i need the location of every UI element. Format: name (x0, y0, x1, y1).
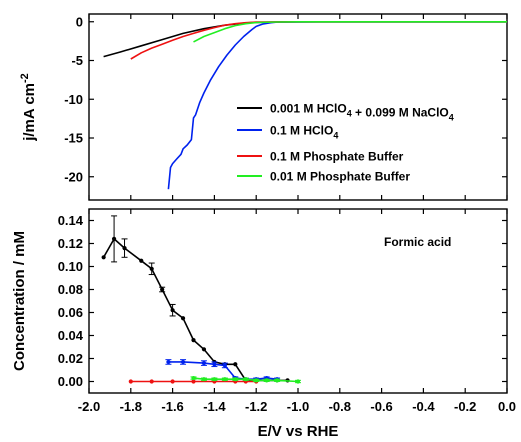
bottom-0-data-point (111, 236, 117, 241)
current-density-panel: 0 -5 -10 -15 -20 j/mA cm-2 0.001 M HClO4 + 0.0… (19, 13, 508, 201)
bottom-1-series-line (168, 361, 278, 381)
bottom-ytick-label: 0.12 (58, 236, 83, 251)
top-0-series-line (103, 20, 507, 58)
bottom-ytick-label: 0.10 (58, 259, 83, 274)
bottom-xtick-label: -1.0 (287, 399, 309, 414)
bottom-3-series-line (193, 377, 299, 383)
bottom-2-data-point (191, 379, 196, 384)
bottom-1-data-point (180, 359, 186, 365)
bottom-xtick-label: -1.8 (120, 399, 142, 414)
bottom-ylabel: Concentration / mM (11, 231, 28, 371)
bottom-1-data-point (222, 363, 227, 368)
bottom-ytick-label: 0.00 (58, 374, 83, 389)
bottom-0-data-point (180, 316, 186, 321)
top-ytick-label: 0 (76, 14, 83, 29)
bottom-0-data-point (170, 308, 175, 313)
formic-acid-concentration-panel: 0.00 0.02 0.04 0.06 0.08 0.10 0.12 0.14 -2.0 -1.8… (11, 208, 516, 440)
bottom-3-data-point (233, 377, 238, 382)
bottom-3-data-point (212, 377, 217, 382)
bottom-xtick-label: -1.4 (203, 399, 226, 414)
bottom-3-data-point (201, 377, 207, 382)
bottom-ytick-label: 0.06 (58, 305, 83, 320)
bottom-0-data-point (201, 347, 207, 352)
bottom-0-data-point (149, 266, 154, 271)
top-2-series-line (130, 20, 507, 60)
legend-entry: 0.1 M Phosphate Buffer (270, 150, 404, 164)
bottom-xtick-label: -0.4 (412, 399, 435, 414)
bottom-ytick-label: 0.08 (58, 282, 83, 297)
legend-entry: 0.1 M HClO4 (270, 124, 338, 141)
bottom-3-data-point (243, 377, 248, 382)
bottom-2-data-point (170, 379, 175, 384)
bottom-2-data-point (128, 379, 133, 384)
legend-entry: 0.01 M Phosphate Buffer (270, 170, 410, 184)
top-ylabel: j/mA cm-2 (19, 73, 38, 142)
bottom-0-data-point (160, 287, 165, 292)
bottom-xtick-label: 0.0 (498, 399, 516, 414)
bottom-0-data-point (122, 246, 127, 251)
formic-acid-annotation: Formic acid (384, 235, 451, 249)
bottom-xtick-label: -0.2 (454, 399, 476, 414)
top-ytick-label: -20 (64, 169, 83, 184)
top-ytick-label: -15 (64, 131, 83, 146)
bottom-3-data-point (222, 377, 227, 382)
bottom-3-data-point (254, 378, 259, 383)
xlabel: E/V vs RHE (258, 423, 339, 440)
top-ytick-label: -10 (64, 92, 83, 107)
bottom-0-data-point (101, 255, 106, 260)
bottom-0-series-line (102, 238, 288, 382)
bottom-2-data-point (149, 379, 154, 384)
bottom-0-data-point (139, 258, 144, 263)
bottom-0-data-point (191, 338, 196, 343)
bottom-1-data-point (166, 359, 171, 365)
bottom-ytick-label: 0.14 (58, 213, 84, 228)
bottom-xtick-label: -1.2 (245, 399, 267, 414)
bottom-1-data-point (212, 362, 217, 367)
top-3-series-line (193, 20, 507, 43)
bottom-xtick-label: -2.0 (78, 399, 100, 414)
bottom-3-data-point (275, 378, 280, 383)
bottom-xtick-label: -1.6 (161, 399, 183, 414)
bottom-ytick-label: 0.04 (58, 328, 84, 343)
bottom-3-data-point (191, 375, 196, 381)
top-ytick-label: -5 (71, 53, 83, 68)
bottom-1-data-point (201, 361, 207, 366)
bottom-xtick-label: -0.6 (370, 399, 392, 414)
bottom-xtick-label: -0.8 (329, 399, 351, 414)
legend-entry: 0.001 M HClO4 + 0.099 M NaClO4 (270, 102, 454, 123)
bottom-3-data-point (295, 379, 301, 384)
bottom-ytick-label: 0.02 (58, 351, 83, 366)
bottom-3-data-point (264, 378, 269, 383)
bottom-0-data-point (233, 362, 238, 367)
